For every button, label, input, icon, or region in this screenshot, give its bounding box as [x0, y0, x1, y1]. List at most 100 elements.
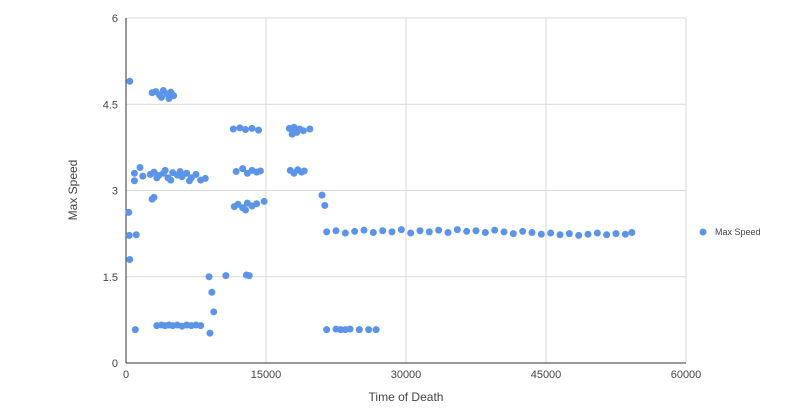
data-point	[206, 329, 214, 337]
y-tick-label: 4.5	[103, 99, 118, 111]
data-point	[205, 273, 213, 281]
x-tick-label: 0	[123, 369, 129, 381]
data-point	[332, 227, 340, 235]
data-point	[369, 228, 377, 236]
data-point	[157, 93, 165, 101]
data-point	[241, 206, 249, 214]
data-point	[416, 227, 424, 235]
data-point	[161, 166, 169, 174]
data-point	[241, 126, 249, 134]
data-point	[463, 227, 471, 235]
data-point	[603, 231, 611, 239]
data-point	[132, 231, 140, 239]
data-point	[150, 193, 158, 201]
data-point	[444, 228, 452, 236]
data-point	[612, 230, 620, 238]
data-point	[407, 229, 415, 237]
x-tick-label: 45000	[531, 369, 562, 381]
data-point	[528, 228, 536, 236]
data-point	[500, 228, 508, 236]
data-point	[130, 177, 138, 185]
data-point	[229, 125, 237, 133]
data-point	[509, 230, 517, 238]
data-point	[299, 127, 307, 135]
data-point	[453, 226, 461, 234]
data-point	[621, 230, 629, 238]
legend-marker	[699, 228, 707, 236]
x-tick-label: 60000	[671, 369, 702, 381]
data-point	[425, 228, 433, 236]
axes	[125, 18, 686, 364]
data-point	[372, 326, 380, 334]
data-point	[139, 172, 147, 180]
data-point	[236, 124, 244, 132]
y-tick-label: 1.5	[103, 272, 118, 284]
data-point	[472, 227, 480, 235]
data-point	[388, 228, 396, 236]
data-points	[125, 77, 636, 337]
data-point	[306, 125, 314, 133]
data-point	[208, 288, 216, 296]
data-point	[519, 227, 527, 235]
y-tick-label: 0	[112, 358, 118, 370]
data-point	[481, 228, 489, 236]
data-point	[245, 272, 253, 280]
data-point	[321, 201, 329, 209]
data-point	[556, 231, 564, 239]
data-point	[125, 208, 133, 216]
data-point	[192, 170, 200, 178]
data-point	[255, 126, 263, 134]
data-point	[323, 326, 331, 334]
data-point	[260, 197, 268, 205]
data-point	[346, 325, 354, 333]
tick-labels: 0 1.5 3 4.5 6 0 15000 30000 45000 60000	[103, 13, 702, 381]
data-point	[201, 174, 209, 182]
data-point	[290, 123, 298, 131]
data-point	[210, 308, 218, 316]
data-point	[435, 226, 443, 234]
data-point	[365, 326, 373, 334]
data-point	[131, 326, 139, 334]
data-point	[222, 272, 230, 280]
data-point	[628, 228, 636, 236]
data-point	[126, 77, 134, 85]
legend: Max Speed	[699, 227, 761, 237]
data-point	[165, 95, 173, 102]
data-point	[253, 200, 261, 208]
data-point	[167, 176, 175, 184]
data-point	[232, 168, 240, 176]
y-tick-label: 6	[112, 13, 118, 25]
x-tick-label: 30000	[391, 369, 422, 381]
legend-label: Max Speed	[715, 227, 761, 237]
data-point	[584, 230, 592, 238]
data-point	[256, 167, 264, 175]
data-point	[547, 229, 555, 237]
data-point	[537, 230, 545, 238]
data-point	[126, 256, 134, 263]
data-point	[341, 229, 349, 237]
data-point	[248, 124, 256, 132]
data-point	[185, 177, 193, 185]
data-point	[153, 174, 161, 182]
data-point	[136, 164, 144, 171]
data-point	[197, 322, 205, 330]
data-point	[379, 227, 387, 235]
data-point	[183, 169, 191, 177]
data-point	[351, 227, 359, 235]
data-point	[239, 165, 247, 173]
data-point	[565, 230, 573, 238]
y-tick-label: 3	[112, 186, 118, 198]
data-point	[125, 231, 133, 239]
x-axis-title: Time of Death	[369, 390, 444, 404]
x-tick-label: 15000	[251, 369, 282, 381]
data-point	[176, 168, 184, 176]
data-point	[323, 228, 331, 236]
data-point	[397, 226, 405, 234]
data-point	[593, 229, 601, 237]
data-point	[318, 191, 326, 199]
grid-lines	[126, 17, 687, 363]
data-point	[355, 326, 363, 334]
data-point	[300, 167, 308, 175]
data-point	[360, 226, 368, 234]
